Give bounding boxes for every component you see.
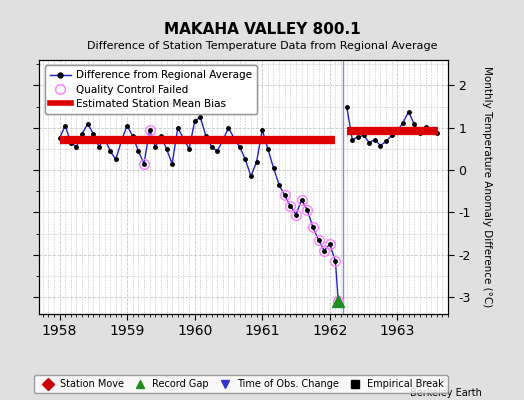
Text: Berkeley Earth: Berkeley Earth xyxy=(410,388,482,398)
Text: Difference of Station Temperature Data from Regional Average: Difference of Station Temperature Data f… xyxy=(87,41,437,51)
Text: MAKAHA VALLEY 800.1: MAKAHA VALLEY 800.1 xyxy=(163,22,361,38)
Y-axis label: Monthly Temperature Anomaly Difference (°C): Monthly Temperature Anomaly Difference (… xyxy=(482,66,492,308)
Legend: Station Move, Record Gap, Time of Obs. Change, Empirical Break: Station Move, Record Gap, Time of Obs. C… xyxy=(34,375,448,393)
Legend: Difference from Regional Average, Quality Control Failed, Estimated Station Mean: Difference from Regional Average, Qualit… xyxy=(45,65,257,114)
